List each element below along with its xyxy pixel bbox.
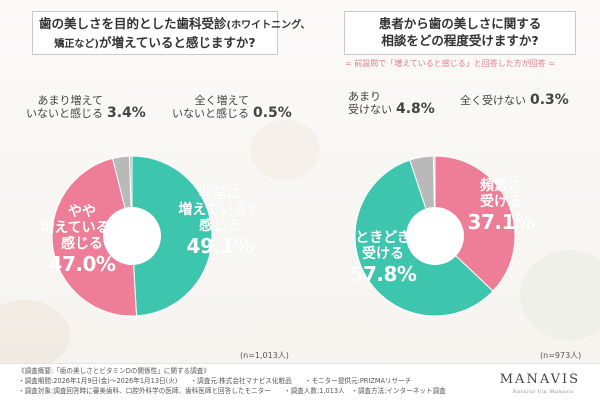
right-label-rarely: あまり 受けない 4.8% [348,90,435,116]
right-label-sometimes: ときどき 受ける 57.8% [346,230,420,286]
footer-line2: ・調査期間:2026年1月9日(金)〜2026年1月13日(火) ・調査元:株式… [18,377,412,385]
left-sample-size: (n=1,013人) [240,351,289,360]
right-value-frequently: 37.1% [467,210,535,234]
left-panel: 歯の美しさを目的とした歯科受診(ホワイトニング、 矯正など)が増えていると感じま… [0,0,310,362]
right-question-note: = 前設問で「増えていると感じる」と回答した方が回答 = [344,59,556,68]
left-label-slightly-not-line1: あまり増えて [37,94,103,107]
left-question-line2: が増えていると感じますか? [98,35,256,50]
left-slice-1 [51,157,138,317]
right-question-box: 患者から歯の美しさに関する 相談をどの程度受けますか? [344,11,576,55]
left-label-somewhat: やや 増えていると 感じる 47.0% [40,204,124,276]
right-donut-hole [406,207,464,265]
survey-footer: 《調査概要:「歯の美しさとビタミンDの関係性」に関する調査》 ・調査期間:202… [0,363,600,400]
left-label-very-line2: 増えていると [178,202,262,218]
right-question-line1: 患者から歯の美しさに関する [378,16,542,31]
left-label-very: 非常に 増えていると 感じる 49.1% [178,186,262,258]
left-label-slightly-not: あまり増えて いないと感じる 3.4% [26,94,146,120]
left-label-not-at-all-line2: いないと感じる [172,107,249,120]
right-label-frequently: 頻繁に 受ける 37.1% [466,178,536,234]
left-donut-hole [103,207,161,265]
left-label-somewhat-line1: やや [68,204,96,220]
footer-line1: 《調査概要:「歯の美しさとビタミンDの関係性」に関する調査》 [18,367,210,375]
right-label-frequently-line2: 受ける [480,194,522,210]
left-question-line1-small: (ホワイトニング、 [226,20,311,31]
right-label-sometimes-line2: 受ける [362,246,404,262]
brand-logo: MANAVIS [499,372,580,387]
left-value-not-at-all: 0.5% [253,105,292,121]
left-label-somewhat-line3: 感じる [61,236,103,252]
right-label-never: 全く受けない 0.3% [460,92,569,108]
right-label-rarely-line2: 受けない [348,103,392,116]
left-label-not-at-all-line1: 全く増えて [194,94,249,107]
left-value-somewhat: 47.0% [48,252,116,276]
footer-line3: ・調査対象:調査回答時に審美歯科、口腔外科学の医師、歯科医師と回答したモニター … [18,387,446,395]
left-value-very: 49.1% [186,234,254,258]
left-label-not-at-all: 全く増えて いないと感じる 0.5% [172,94,292,120]
left-label-somewhat-line2: 増えていると [40,220,124,236]
decorative-leaf [520,250,600,340]
right-value-rarely: 4.8% [396,101,435,117]
right-label-frequently-line1: 頻繁に [480,178,522,194]
decorative-leaf [0,300,70,370]
right-question-line2: 相談をどの程度受けますか? [381,33,539,48]
left-question-line2-small: 矯正など) [54,39,99,50]
right-sample-size: (n=973人) [540,351,582,360]
right-label-sometimes-line1: ときどき [355,230,411,246]
left-question-box: 歯の美しさを目的とした歯科受診(ホワイトニング、 矯正など)が増えていると感じま… [32,11,310,55]
left-label-very-line1: 非常に [199,186,241,202]
brand-tagline: Natural Via Manavis [512,389,574,395]
right-panel: 患者から歯の美しさに関する 相談をどの程度受けますか? = 前設問で「増えている… [300,0,600,362]
left-question-line1: 歯の美しさを目的とした歯科受診 [39,16,227,31]
left-slice-0 [131,155,213,317]
right-label-rarely-line1: あまり [348,90,381,103]
left-label-slightly-not-line2: いないと感じる [26,107,103,120]
right-value-sometimes: 57.8% [349,262,417,286]
right-value-never: 0.3% [530,92,569,108]
right-slice-0 [434,155,516,292]
decorative-leaf [250,120,320,180]
right-donut-chart [354,155,516,317]
left-value-slightly-not: 3.4% [107,105,146,121]
right-label-never-line1: 全く受けない [460,94,526,107]
left-donut-chart [51,155,213,317]
left-label-very-line3: 感じる [199,218,241,234]
